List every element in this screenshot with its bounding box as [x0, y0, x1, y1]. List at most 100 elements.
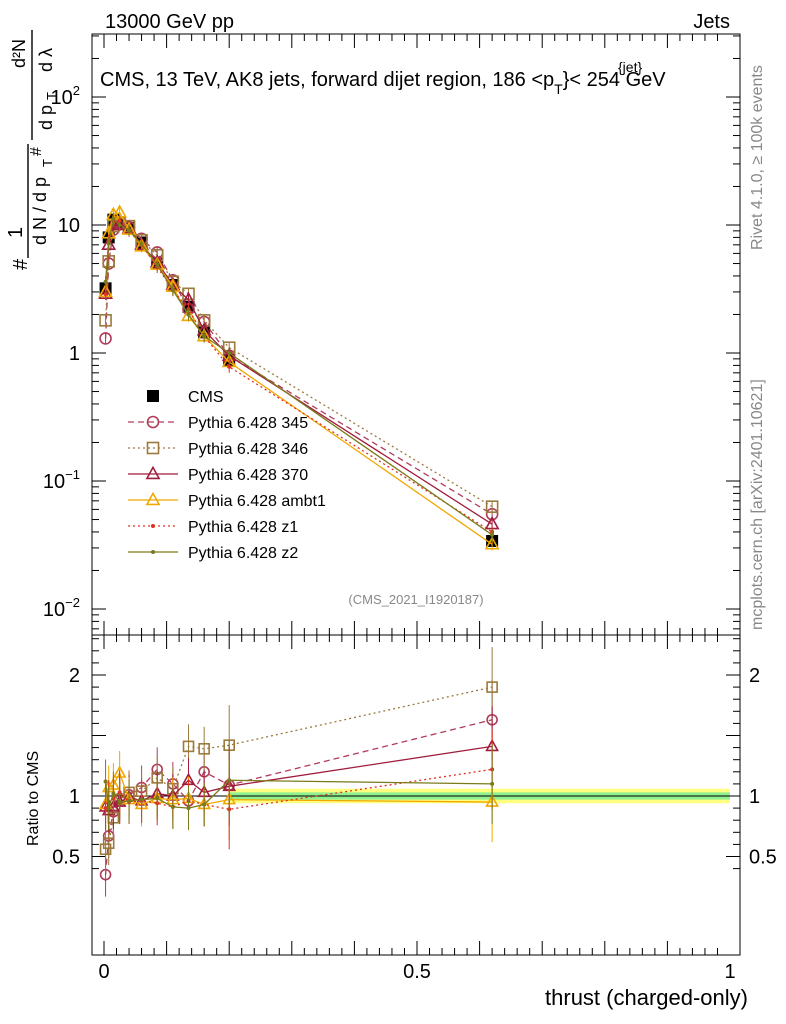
ratio-pythia-6-428-345: [99, 679, 498, 897]
ratio-point: [99, 843, 112, 856]
svg-text:d²N: d²N: [9, 39, 29, 68]
ratio-y-axis-label: Ratio to CMS: [25, 751, 42, 846]
data-point: [117, 223, 122, 227]
legend-marker: [151, 550, 155, 554]
legend-label: Pythia 6.428 ambt1: [188, 493, 326, 510]
ratio-y-tick-label: 0.5: [52, 847, 80, 869]
ratio-point: [103, 779, 108, 784]
legend-entry: CMS: [147, 389, 224, 406]
data-point: [490, 532, 495, 537]
svg-text:1: 1: [5, 227, 27, 238]
ratio-point: [155, 796, 160, 801]
data-point: [103, 291, 108, 296]
ratio-line: [104, 686, 493, 850]
y-tick-label: 10−1: [43, 467, 80, 493]
ratio-plot-frame: [91, 634, 741, 956]
legend-label: Pythia 6.428 z2: [188, 545, 298, 562]
ratio-y-tick-label-right: 0.5: [749, 847, 777, 869]
ratio-pythia-6-428-z2: [103, 740, 495, 831]
ratio-point: [198, 743, 210, 755]
legend-entry: Pythia 6.428 346: [128, 441, 308, 458]
svg-text:d λ: d λ: [36, 48, 56, 72]
svg-text:#: #: [10, 258, 32, 270]
svg-text:T: T: [44, 92, 59, 100]
data-point: [485, 500, 499, 513]
data-point: [227, 351, 232, 355]
ratio-point: [490, 781, 495, 786]
x-axis-label: thrust (charged-only): [545, 985, 748, 1010]
main-y-axis-label: # 1 d N / d p T # d²N d p T d λ: [5, 30, 59, 270]
ratio-line: [104, 719, 493, 875]
ratio-y-tick-label: 1: [69, 786, 80, 808]
y-tick-exponent: −1: [65, 467, 80, 482]
plot-title-sub: T: [554, 81, 563, 97]
y-tick-base: 10: [43, 599, 65, 621]
legend-marker: [151, 524, 155, 528]
plot-title: CMS, 13 TeV, AK8 jets, forward dijet reg…: [100, 69, 666, 97]
ratio-pythia-6-428-370: [98, 706, 499, 833]
svg-text:#: #: [28, 147, 45, 156]
ratio-point: [182, 740, 195, 753]
legend-marker: [146, 441, 160, 455]
ratio-point: [486, 681, 498, 693]
data-point: [202, 334, 207, 339]
legend-label: Pythia 6.428 370: [188, 467, 308, 484]
data-point: [102, 255, 115, 268]
x-tick-label: 0.5: [403, 961, 431, 983]
header-category-label: Jets: [693, 11, 730, 33]
y-tick-base: 10: [58, 215, 80, 237]
y-tick-base: 1: [69, 343, 80, 365]
series-line: [104, 223, 493, 508]
y-tick-label: 1: [69, 343, 80, 365]
plot-title-sup: {jet}: [618, 59, 642, 75]
legend-marker: [146, 415, 160, 429]
rivet-label: Rivet 4.1.0, ≥ 100k events: [749, 65, 766, 250]
data-point: [186, 312, 191, 317]
x-tick-label: 0: [98, 961, 109, 983]
ratio-point: [106, 806, 111, 811]
data-point: [99, 332, 112, 345]
legend-label: Pythia 6.428 345: [188, 415, 308, 432]
y-tick-label: 102: [51, 83, 80, 109]
mcplots-label: mcplots.cern.ch [arXiv:2401.10621]: [749, 379, 766, 630]
plot-title-end: }< 254 GeV: [563, 69, 667, 91]
data-point: [170, 288, 175, 293]
series-layer: [98, 204, 500, 551]
ratio-line: [105, 745, 493, 812]
ratio-series-layer: [98, 647, 499, 897]
data-point: [155, 262, 160, 267]
legend-label: CMS: [188, 389, 224, 406]
y-tick-exponent: −2: [65, 595, 80, 610]
y-tick-base: 10: [43, 471, 65, 493]
ratio-point: [103, 806, 108, 811]
y-tick-base: 10: [51, 87, 73, 109]
ratio-point: [170, 804, 175, 809]
ratio-point: [127, 798, 132, 803]
ratio-y-tick-label-right: 1: [749, 786, 760, 808]
data-point: [111, 216, 116, 221]
plot-title-main: CMS, 13 TeV, AK8 jets, forward dijet reg…: [100, 69, 554, 91]
data-point: [127, 228, 132, 233]
ratio-y-tick-label: 2: [69, 665, 80, 687]
series-pythia-6-428-z2: [103, 212, 495, 541]
ratio-y-tick-label-right: 2: [749, 665, 760, 687]
legend-label: Pythia 6.428 z1: [188, 519, 298, 536]
header-energy-label: 13000 GeV pp: [105, 11, 234, 33]
legend-entry: Pythia 6.428 ambt1: [128, 491, 326, 510]
ratio-line: [104, 779, 493, 809]
ratio-point: [111, 791, 116, 796]
data-point: [134, 238, 149, 252]
legend-entry: Pythia 6.428 370: [128, 465, 308, 484]
analysis-id-label: (CMS_2021_I1920187): [348, 592, 483, 607]
data-point: [484, 536, 500, 550]
ratio-pythia-6-428-346: [99, 647, 498, 872]
y-tick-label: 10: [58, 215, 80, 237]
ratio-point: [117, 800, 122, 805]
ratio-point: [227, 778, 232, 783]
legend-label: Pythia 6.428 346: [188, 441, 308, 458]
ratio-point: [202, 802, 207, 807]
x-tick-label: 1: [724, 961, 735, 983]
data-point: [103, 279, 108, 284]
